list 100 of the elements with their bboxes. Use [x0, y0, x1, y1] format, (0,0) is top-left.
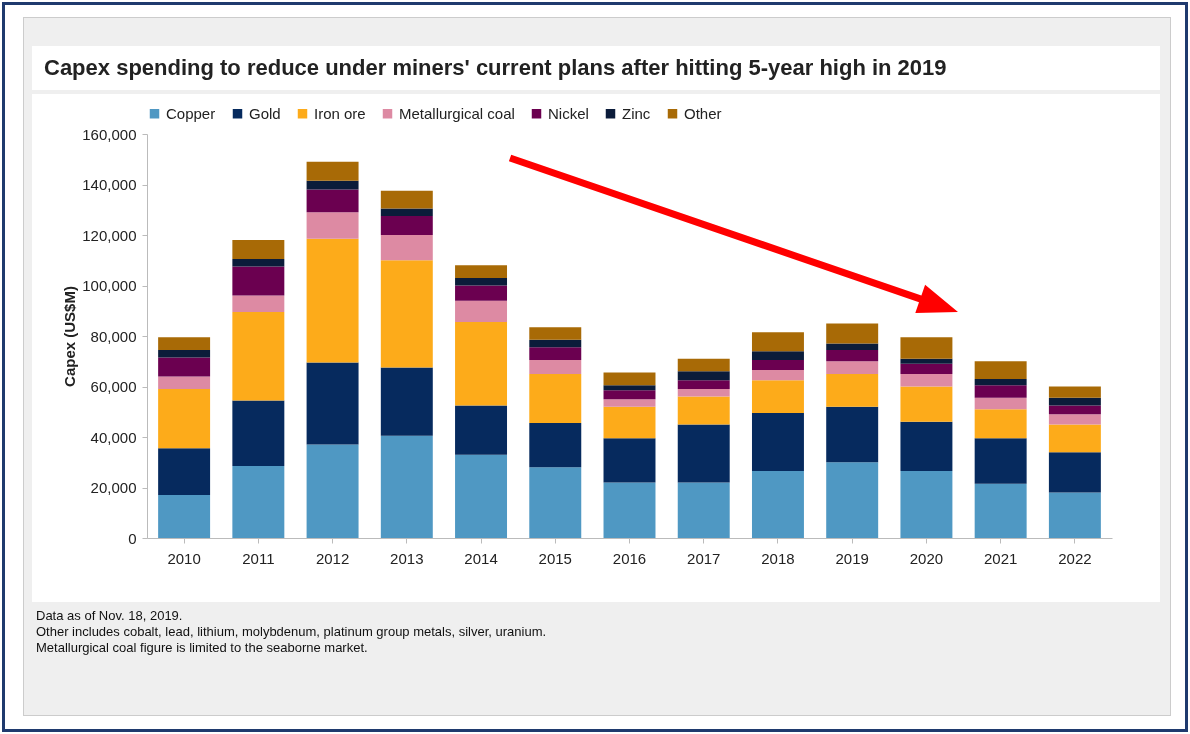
bar: [603, 482, 656, 538]
bar: [158, 448, 211, 496]
bar: [826, 343, 879, 350]
bar: [158, 389, 211, 449]
y-tick-label: 60,000: [90, 378, 137, 395]
x-tick-label: 2010: [167, 549, 201, 567]
bar: [455, 454, 508, 538]
bar: [306, 189, 359, 213]
bar: [974, 378, 1027, 386]
legend-label: Gold: [249, 104, 281, 122]
bar: [677, 358, 730, 372]
bar: [751, 359, 804, 371]
bar: [306, 212, 359, 239]
bar: [900, 471, 953, 538]
legend-label: Zinc: [622, 104, 651, 122]
bar: [306, 180, 359, 190]
bar: [900, 373, 953, 387]
x-tick-label: 2018: [761, 549, 795, 567]
bar: [455, 300, 508, 323]
legend-label: Iron ore: [314, 104, 366, 122]
bar: [974, 438, 1027, 484]
bar: [603, 385, 656, 391]
bar: [1048, 414, 1101, 425]
bar: [232, 240, 285, 259]
bar: [529, 423, 582, 468]
bar: [158, 376, 211, 390]
x-tick-label: 2022: [1058, 549, 1092, 567]
bar: [826, 361, 879, 374]
bar: [232, 400, 285, 467]
bar: [826, 349, 879, 362]
bar: [677, 396, 730, 425]
bar: [529, 467, 582, 538]
bar: [158, 349, 211, 358]
bar: [529, 339, 582, 348]
bar: [677, 389, 730, 397]
y-tick-label: 100,000: [82, 277, 137, 294]
bar: [158, 337, 211, 350]
bar: [751, 351, 804, 360]
bar: [974, 483, 1027, 538]
y-tick-label: 160,000: [82, 125, 137, 143]
bar: [974, 385, 1027, 398]
bar: [306, 238, 359, 363]
bar: [455, 285, 508, 301]
bar: [1048, 405, 1101, 415]
legend-label: Metallurgical coal: [399, 104, 515, 122]
bar: [677, 380, 730, 390]
x-tick-label: 2012: [315, 549, 350, 567]
bar: [232, 312, 285, 401]
bar: [529, 373, 582, 424]
bar: [900, 421, 953, 472]
legend-label: Other: [684, 104, 722, 122]
bar: [380, 260, 433, 368]
bar: [974, 397, 1027, 410]
bar: [677, 482, 730, 538]
bar: [826, 373, 879, 407]
text: Other includes cobalt, lead, lithium, molybdenum, platinum group metals, silver, uranium.: [36, 624, 547, 640]
bar: [306, 362, 359, 445]
x-tick-label: 2016: [612, 549, 647, 567]
bar: [306, 161, 359, 181]
x-tick-label: 2021: [983, 549, 1018, 567]
bar: [455, 405, 508, 455]
y-tick-label: 0: [128, 529, 137, 547]
bar: [751, 380, 804, 414]
bar: [232, 295, 285, 313]
bar: [380, 435, 433, 538]
bar: [158, 357, 211, 377]
bar: [1048, 452, 1101, 493]
text: Data as of Nov. 18, 2019.: [36, 608, 184, 624]
bar: [380, 216, 433, 235]
y-tick-label: 40,000: [90, 428, 137, 446]
text: Metallurgical coal figure is limited to the seaborne market.: [36, 640, 369, 656]
bar: [751, 471, 804, 538]
bar: [974, 361, 1027, 379]
chart-title: Capex spending to reduce under miners' current plans after hitting 5-year high in 2019: [32, 46, 1160, 90]
bar: [900, 337, 953, 359]
bar: [1048, 424, 1101, 453]
bar: [826, 323, 879, 344]
bar: [603, 372, 656, 386]
bar: [232, 466, 285, 538]
bar: [1048, 397, 1101, 406]
bar: [380, 235, 433, 261]
bar: [380, 208, 433, 217]
bar: [380, 367, 433, 436]
x-tick-label: 2019: [835, 549, 869, 567]
bar: [603, 438, 656, 483]
bar: [455, 322, 508, 406]
bar: [380, 190, 433, 209]
bar: [677, 371, 730, 381]
bar: [900, 363, 953, 374]
legend-label: Nickel: [548, 104, 589, 122]
bar: [751, 332, 804, 352]
bar: [900, 386, 953, 422]
bar: [529, 359, 582, 374]
bar: [1048, 386, 1101, 398]
bar: [974, 409, 1027, 439]
x-tick-label: 2013: [390, 549, 424, 567]
x-tick-label: 2015: [538, 549, 572, 567]
bar: [826, 462, 879, 538]
x-tick-label: 2020: [909, 549, 944, 567]
y-tick-label: 20,000: [90, 479, 137, 496]
